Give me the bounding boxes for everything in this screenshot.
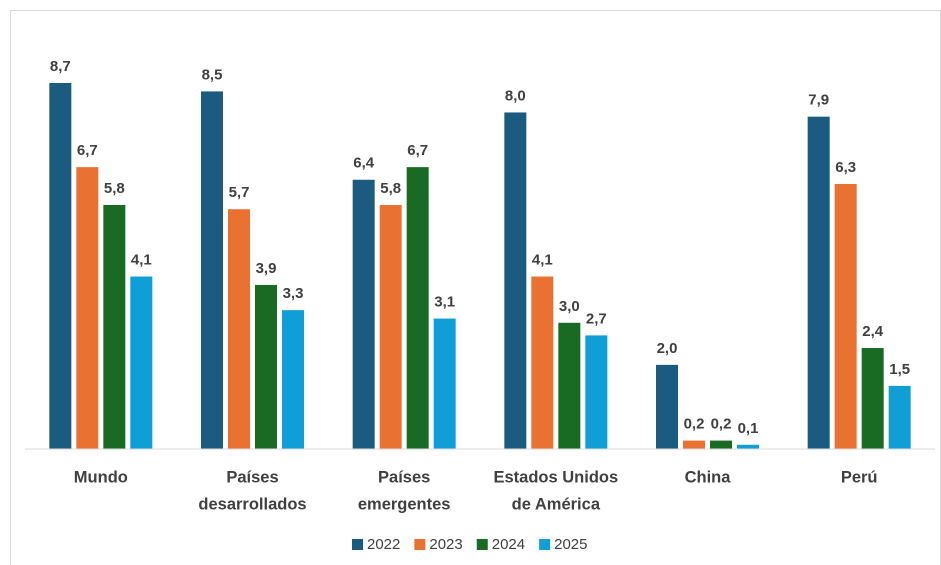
bar	[888, 385, 911, 449]
bar	[861, 348, 884, 449]
value-label: 2,7	[586, 310, 607, 327]
x-tick-label: Estados Unidos	[493, 468, 618, 486]
value-label: 4,1	[532, 251, 553, 268]
bar	[406, 167, 429, 449]
x-tick-label: desarrollados	[198, 495, 306, 513]
x-tick-label: Países	[378, 468, 430, 486]
bar	[282, 310, 304, 449]
legend-swatch	[539, 539, 551, 550]
value-label: 3,9	[256, 260, 277, 277]
bar	[255, 284, 277, 449]
bar	[683, 440, 705, 449]
x-tick-label: Países	[226, 468, 278, 486]
x-tick-label: de América	[512, 495, 601, 513]
bar	[130, 276, 153, 449]
bar	[656, 364, 678, 449]
bar	[558, 322, 581, 449]
legend-swatch	[476, 539, 488, 550]
bar	[201, 91, 223, 450]
bar	[228, 209, 250, 449]
x-tick-label: Perú	[841, 468, 878, 486]
value-label: 5,8	[104, 180, 125, 197]
value-label: 8,0	[505, 87, 526, 104]
bar	[352, 179, 375, 450]
bar	[433, 318, 456, 449]
legend-label: 2024	[492, 536, 525, 553]
legend-label: 2023	[429, 536, 462, 553]
value-label: 3,3	[283, 285, 304, 302]
bar	[531, 276, 554, 449]
x-tick-label: emergentes	[358, 495, 451, 513]
legend-swatch	[352, 539, 363, 550]
legend-swatch	[414, 539, 426, 550]
bar	[834, 183, 857, 449]
value-label: 7,9	[808, 92, 829, 109]
bar	[76, 167, 99, 449]
bar	[379, 205, 402, 449]
bar	[710, 440, 732, 449]
legend-label: 2025	[554, 536, 587, 553]
value-label: 0,2	[711, 416, 732, 433]
value-label: 6,3	[835, 159, 856, 176]
x-tick-label: China	[685, 468, 732, 486]
value-label: 2,0	[657, 340, 678, 357]
bar	[585, 335, 608, 449]
legend-label: 2022	[367, 536, 400, 553]
value-label: 6,7	[77, 142, 98, 159]
bar	[504, 112, 527, 449]
value-label: 2,4	[862, 323, 884, 340]
value-label: 8,7	[50, 58, 71, 75]
value-label: 6,4	[353, 155, 375, 172]
value-label: 1,5	[889, 361, 910, 378]
value-label: 3,0	[559, 298, 580, 315]
bar	[49, 83, 72, 449]
value-label: 3,1	[434, 294, 455, 311]
value-label: 6,7	[407, 142, 428, 159]
value-label: 0,2	[684, 416, 705, 433]
value-label: 5,8	[380, 180, 401, 197]
x-tick-label: Mundo	[74, 468, 128, 486]
bar	[737, 444, 759, 449]
bar	[807, 116, 830, 449]
value-label: 5,7	[229, 184, 250, 201]
value-label: 8,5	[202, 66, 223, 83]
value-label: 0,1	[738, 420, 759, 437]
value-label: 4,1	[131, 251, 152, 268]
bar	[103, 205, 126, 449]
